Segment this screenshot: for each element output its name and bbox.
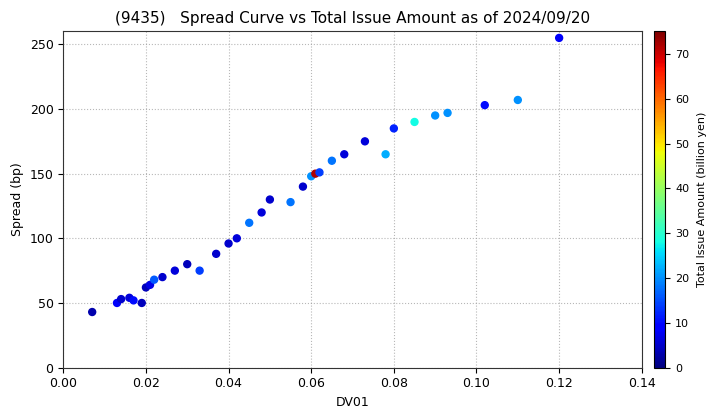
Point (140, 284, 152, 291)
Point (512, 97, 523, 103)
Y-axis label: Total Issue Amount (billion yen): Total Issue Amount (billion yen) (698, 112, 708, 287)
Point (111, 299, 122, 306)
X-axis label: DV01: DV01 (336, 396, 369, 409)
Point (86, 309, 98, 315)
Point (380, 151, 392, 158)
Point (359, 138, 371, 145)
Point (409, 118, 420, 125)
Point (231, 235, 243, 242)
Point (326, 158, 338, 164)
Point (264, 196, 276, 203)
Point (148, 276, 160, 283)
Point (305, 173, 317, 180)
Y-axis label: Spread (bp): Spread (bp) (11, 163, 24, 236)
Point (127, 297, 139, 304)
Point (479, 102, 490, 108)
Point (442, 110, 454, 116)
Title: (9435)   Spread Curve vs Total Issue Amount as of 2024/09/20: (9435) Spread Curve vs Total Issue Amoun… (115, 11, 590, 26)
Point (181, 261, 193, 268)
Point (429, 112, 441, 119)
Point (136, 299, 148, 306)
Point (157, 274, 168, 281)
Point (194, 267, 205, 274)
Point (222, 240, 234, 247)
Point (169, 267, 181, 274)
Point (297, 183, 309, 190)
Point (338, 151, 350, 158)
Point (256, 209, 267, 216)
Point (554, 34, 565, 41)
Point (243, 219, 255, 226)
Point (144, 281, 156, 288)
Point (388, 125, 400, 132)
Point (285, 199, 297, 205)
Point (310, 170, 321, 177)
Point (115, 296, 127, 302)
Point (210, 250, 222, 257)
Point (314, 169, 325, 176)
Point (124, 294, 135, 301)
